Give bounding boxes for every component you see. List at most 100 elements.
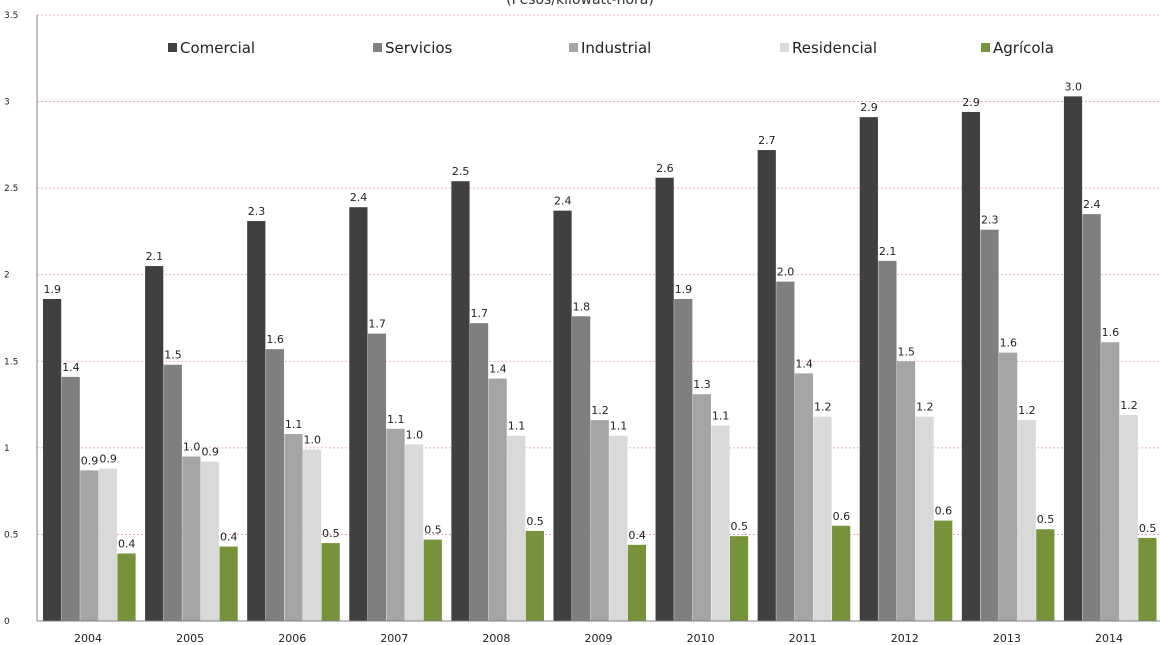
data-label: 2.6 — [656, 162, 674, 175]
bar-comercial-2005 — [145, 266, 164, 621]
data-label: 1.0 — [304, 434, 322, 447]
bar-residencial-2010 — [711, 425, 730, 621]
bar-comercial-2009 — [553, 210, 572, 621]
bar-comercial-2010 — [655, 177, 674, 622]
data-label: 1.2 — [1120, 399, 1138, 412]
bar-residencial-2005 — [200, 461, 220, 621]
bar-industrial-2007 — [386, 428, 405, 621]
x-tick-label: 2009 — [585, 632, 613, 645]
data-labels: 1.9 2.1 2.3 2.4 2.5 2.4 2.6 2.7 2.9 2.9 3.0 1.4 1.5 1… — [44, 80, 1157, 550]
bar-industrial-2014 — [1101, 342, 1120, 621]
x-tick-label: 2013 — [993, 632, 1021, 645]
data-label: 2.4 — [350, 191, 368, 204]
bar-residencial-2012 — [915, 416, 934, 621]
data-label: 2.0 — [777, 266, 795, 279]
data-label: 2.3 — [248, 205, 266, 218]
data-label: 1.4 — [489, 363, 507, 376]
bar-residencial-2004 — [98, 468, 117, 621]
bar-servicios-2014 — [1082, 214, 1101, 621]
bar-servicios-2007 — [367, 333, 387, 621]
legend-label: Industrial — [581, 39, 651, 57]
data-label: 1.6 — [1000, 337, 1018, 350]
bar-industrial-2013 — [999, 352, 1018, 621]
axes: 0 0.5 1 1.5 2 2.5 3 3.5 2004 2005 2006 2007 2008 2009… — [4, 11, 1160, 645]
x-tick-label: 2006 — [278, 632, 306, 645]
data-label: 1.1 — [285, 418, 303, 431]
data-label: 1.2 — [916, 401, 934, 414]
data-label: 1.5 — [164, 349, 182, 362]
bar-industrial-2004 — [80, 470, 99, 621]
data-label: 3.0 — [1064, 80, 1082, 93]
bar-agrcola-2004 — [117, 553, 136, 621]
bar-agrcola-2008 — [525, 530, 544, 621]
data-label: 2.1 — [146, 250, 164, 263]
data-label: 2.3 — [981, 214, 999, 227]
bar-industrial-2006 — [284, 434, 303, 621]
bar-agrcola-2011 — [832, 525, 851, 621]
bar-industrial-2009 — [590, 420, 609, 621]
data-label: 0.6 — [833, 510, 851, 523]
data-label: 1.1 — [387, 413, 405, 426]
legend-label: Residencial — [792, 39, 877, 57]
bar-servicios-2009 — [572, 316, 591, 621]
legend-swatch — [569, 43, 578, 52]
bar-servicios-2010 — [674, 298, 693, 621]
legend-label: Comercial — [180, 39, 255, 57]
legend-label: Servicios — [385, 39, 453, 57]
data-label: 0.5 — [322, 527, 340, 540]
data-label: 1.9 — [44, 283, 62, 296]
bar-industrial-2008 — [488, 378, 507, 621]
y-tick-label: 0.5 — [4, 530, 18, 540]
data-label: 1.1 — [508, 420, 526, 433]
data-label: 2.9 — [962, 96, 980, 109]
x-tick-label: 2011 — [789, 632, 817, 645]
x-tick-label: 2007 — [380, 632, 408, 645]
bar-servicios-2012 — [878, 260, 897, 621]
data-label: 1.4 — [62, 361, 80, 374]
bar-servicios-2013 — [980, 229, 999, 621]
data-label: 2.9 — [860, 101, 878, 114]
bar-comercial-2007 — [349, 207, 368, 621]
data-label: 1.7 — [471, 307, 489, 320]
y-tick-label: 1.5 — [4, 357, 18, 367]
chart-title: (Pesos/kilowatt-hora) — [506, 0, 654, 8]
x-tick-label: 2012 — [891, 632, 919, 645]
legend-label: Agrícola — [993, 39, 1054, 57]
bar-agrcola-2005 — [219, 546, 238, 621]
bar-residencial-2007 — [405, 444, 424, 621]
data-label: 1.0 — [406, 428, 424, 441]
legend-swatch — [981, 43, 990, 52]
y-tick-label: 2.5 — [4, 184, 18, 194]
data-label: 0.6 — [935, 505, 953, 518]
bar-industrial-2010 — [692, 394, 711, 621]
data-label: 2.1 — [879, 245, 897, 258]
data-label: 1.8 — [573, 300, 591, 313]
bar-comercial-2008 — [451, 181, 470, 621]
data-label: 0.5 — [730, 520, 748, 533]
bar-residencial-2009 — [609, 435, 628, 621]
bar-residencial-2014 — [1119, 414, 1138, 621]
data-label: 0.5 — [526, 515, 544, 528]
data-label: 1.9 — [675, 283, 693, 296]
bar-industrial-2012 — [896, 361, 916, 621]
bar-residencial-2011 — [813, 416, 832, 621]
data-label: 2.4 — [1083, 198, 1101, 211]
x-tick-label: 2010 — [687, 632, 715, 645]
data-label: 0.4 — [118, 537, 136, 550]
y-tick-label: 3.5 — [4, 11, 18, 21]
legend: Comercial Servicios Industrial Residencial A… — [168, 39, 1054, 57]
bar-residencial-2008 — [507, 435, 526, 621]
x-tick-label: 2008 — [482, 632, 510, 645]
data-label: 1.1 — [610, 420, 628, 433]
data-label: 1.3 — [693, 378, 711, 391]
bar-comercial-2013 — [961, 111, 981, 622]
data-label: 1.2 — [814, 401, 832, 414]
legend-swatch — [373, 43, 382, 52]
data-label: 0.9 — [201, 446, 219, 459]
y-tick-label: 2 — [4, 271, 10, 281]
bar-comercial-2014 — [1063, 96, 1083, 622]
bar-industrial-2011 — [794, 373, 814, 621]
data-label: 0.5 — [1139, 522, 1157, 535]
bar-comercial-2006 — [247, 221, 266, 622]
